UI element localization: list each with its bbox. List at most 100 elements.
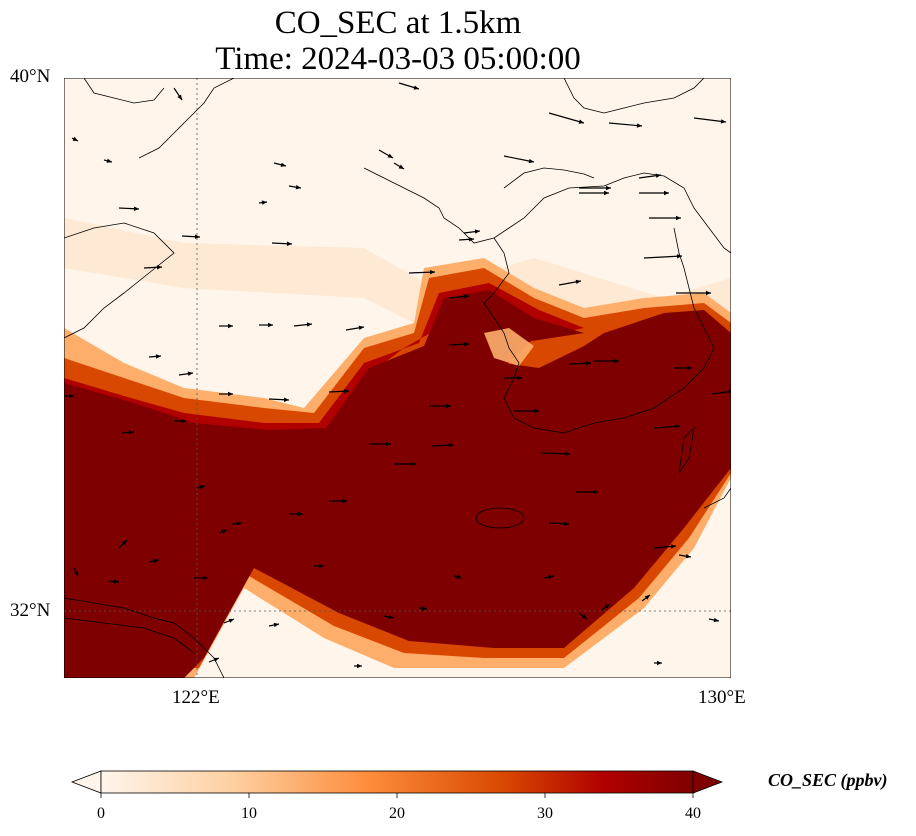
wind-vector-head bbox=[614, 358, 619, 364]
wind-vector-head bbox=[280, 162, 286, 167]
wind-vector-head bbox=[706, 290, 711, 296]
colorbar-tick-0: 0 bbox=[97, 805, 105, 822]
wind-vector bbox=[548, 112, 585, 124]
wind-vector-head bbox=[674, 424, 680, 429]
lon-label-130e: 130°E bbox=[698, 687, 746, 708]
wind-vector-head bbox=[236, 521, 242, 526]
wind-vector-head bbox=[593, 489, 598, 495]
wind-vector-head bbox=[578, 119, 584, 124]
wind-vector-head bbox=[121, 540, 127, 546]
wind-vector-head bbox=[720, 119, 726, 124]
colorbar-tick-20: 20 bbox=[389, 805, 405, 822]
wind-vector-head bbox=[456, 574, 462, 579]
wind-vector-head bbox=[194, 234, 200, 239]
colorbar-gradient bbox=[100, 770, 694, 794]
wind-vector-head bbox=[606, 185, 611, 191]
wind-vector-head bbox=[156, 265, 162, 270]
wind-vector-head bbox=[228, 323, 233, 329]
colorbar-tick-10: 10 bbox=[241, 805, 257, 822]
wind-vector-head bbox=[295, 185, 301, 190]
wind-vector-head bbox=[581, 614, 587, 619]
wind-vector-head bbox=[306, 322, 312, 327]
wind-vector-head bbox=[203, 575, 208, 581]
wind-vector-head bbox=[429, 269, 435, 275]
wind-vector bbox=[608, 122, 643, 127]
wind-vector-head bbox=[446, 403, 451, 409]
lon-label-122e: 122°E bbox=[172, 687, 220, 708]
wind-vector-head bbox=[713, 617, 719, 623]
wind-vector-head bbox=[181, 418, 186, 424]
wind-vector-head bbox=[177, 94, 182, 100]
wind-vector-head bbox=[604, 604, 610, 609]
wind-vector-head bbox=[657, 660, 662, 666]
wind-vector-head bbox=[644, 595, 650, 600]
wind-vector-head bbox=[228, 391, 233, 397]
lat-label-32n: 32°N bbox=[10, 600, 51, 621]
wind-vector bbox=[503, 155, 535, 163]
wind-vector-head bbox=[398, 164, 404, 169]
wind-vector-head bbox=[298, 511, 303, 517]
wind-vector-head bbox=[128, 430, 134, 435]
wind-vector-head bbox=[358, 325, 364, 330]
map-panel bbox=[64, 78, 731, 678]
wind-vector-head bbox=[388, 614, 394, 620]
wind-vector bbox=[693, 117, 727, 123]
wind-vector-head bbox=[664, 190, 669, 196]
map-canvas bbox=[64, 78, 731, 678]
lat-label-40n: 40°N bbox=[10, 66, 51, 87]
wind-vector-head bbox=[687, 365, 692, 371]
wind-vector-head bbox=[676, 215, 681, 221]
wind-vector-head bbox=[261, 200, 267, 205]
wind-vector-head bbox=[283, 397, 289, 402]
map-subtitle-time: Time: 2024-03-03 05:00:00 bbox=[215, 41, 581, 77]
colorbar-max-extend bbox=[692, 770, 724, 794]
wind-vector-head bbox=[468, 237, 474, 242]
wind-vector-head bbox=[153, 558, 159, 564]
wind-vector-head bbox=[534, 408, 539, 414]
wind-vector bbox=[643, 255, 683, 259]
wind-vector-head bbox=[273, 622, 279, 628]
wind-vector-head bbox=[670, 544, 676, 549]
wind-vector-head bbox=[72, 136, 78, 141]
wind-vector-head bbox=[676, 254, 682, 259]
wind-vector-head bbox=[548, 574, 554, 580]
wind-vector-head bbox=[575, 279, 581, 285]
wind-vector-head bbox=[73, 570, 78, 576]
wind-vector-head bbox=[133, 206, 139, 211]
wind-vector-head bbox=[448, 443, 454, 448]
wind-vector-head bbox=[474, 229, 480, 234]
wind-vector-head bbox=[199, 485, 205, 490]
wind-vector-head bbox=[286, 241, 292, 246]
wind-vector-head bbox=[69, 393, 74, 399]
wind-vectors bbox=[64, 82, 731, 669]
wind-vector-head bbox=[221, 529, 227, 534]
map-title: CO_SEC at 1.5km bbox=[274, 5, 522, 41]
colorbar-tick-30: 30 bbox=[537, 805, 553, 822]
wind-vector-head bbox=[268, 322, 273, 328]
wind-vector-head bbox=[319, 563, 324, 569]
wind-vector-head bbox=[155, 354, 161, 359]
high-concentration-plume bbox=[64, 290, 731, 678]
wind-vector-head bbox=[636, 123, 642, 128]
wind-vector-head bbox=[563, 521, 569, 526]
coastlines bbox=[64, 78, 731, 678]
wind-vector-head bbox=[585, 361, 591, 366]
wind-vector-head bbox=[463, 294, 469, 299]
wind-vector-head bbox=[213, 657, 219, 662]
colorbar-label: CO_SEC (ppbv) bbox=[768, 770, 888, 790]
wind-vector-head bbox=[604, 190, 609, 196]
wind-vector-head bbox=[528, 158, 534, 164]
wind-vector-head bbox=[187, 371, 193, 376]
wind-vector-head bbox=[106, 158, 112, 163]
wind-vector-head bbox=[357, 663, 362, 669]
wind-vector-head bbox=[387, 153, 393, 158]
wind-vector-head bbox=[342, 498, 347, 504]
colorbar-tick-40: 40 bbox=[685, 805, 701, 822]
wind-vector-head bbox=[411, 461, 416, 467]
wind-vector-head bbox=[655, 173, 661, 178]
wind-vector-head bbox=[413, 85, 419, 90]
wind-vector-head bbox=[343, 389, 349, 394]
wind-vector-head bbox=[386, 441, 391, 447]
wind-vector-head bbox=[113, 579, 119, 584]
wind-vector-head bbox=[421, 606, 427, 611]
